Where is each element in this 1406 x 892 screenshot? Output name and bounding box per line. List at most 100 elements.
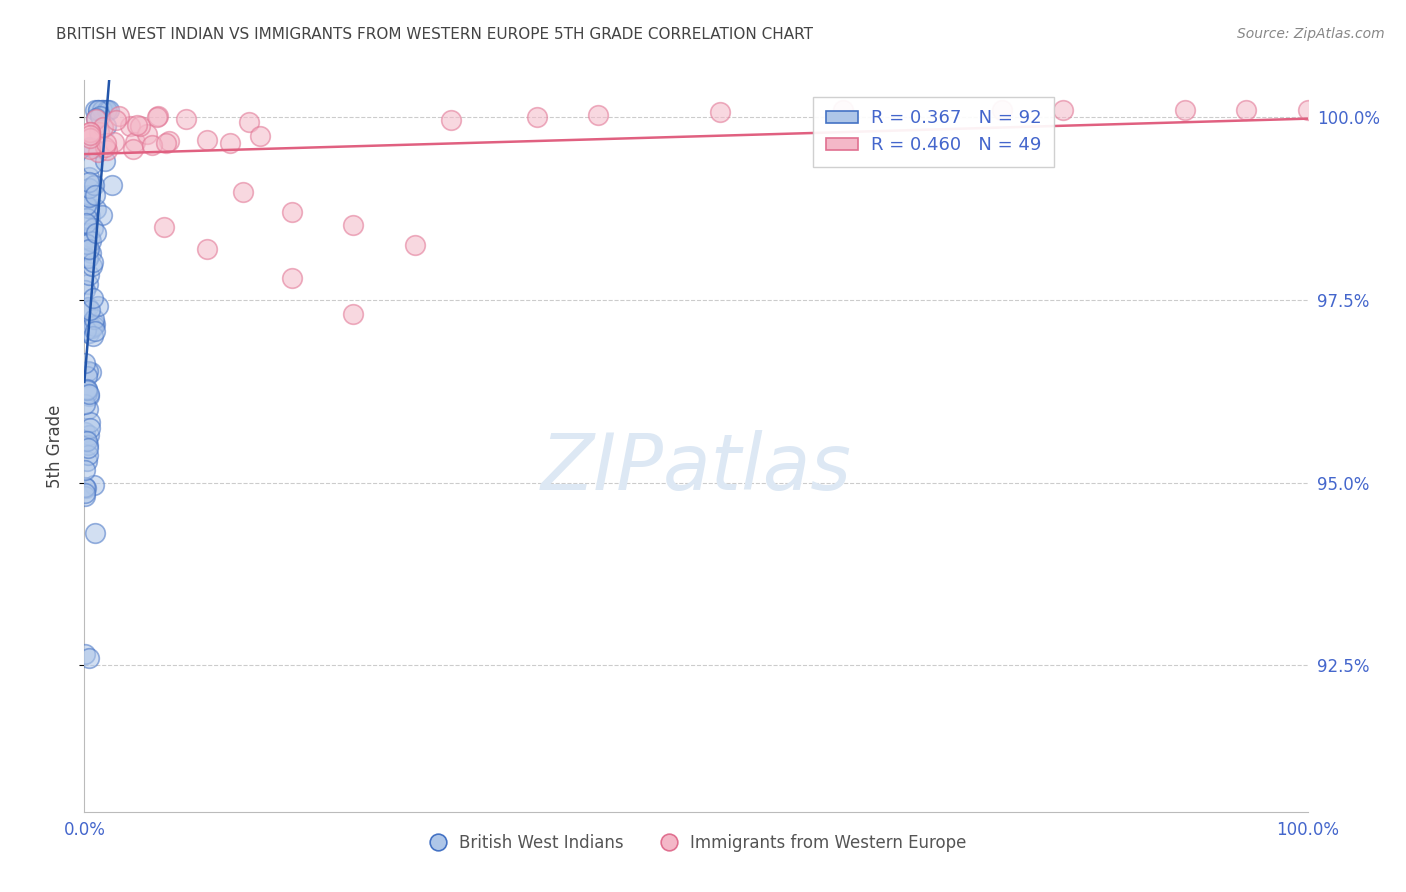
Point <box>77 650 100 665</box>
Point <box>80 246 103 260</box>
Point <box>80 234 103 248</box>
Point <box>94 119 117 133</box>
Point <box>93 103 115 117</box>
Point <box>232 185 254 199</box>
Point <box>75 425 97 439</box>
Point <box>79 415 101 429</box>
Point <box>82 291 104 305</box>
Point <box>79 142 101 156</box>
Point <box>831 103 853 117</box>
Point <box>75 232 97 246</box>
Point <box>153 219 176 234</box>
Point <box>79 230 101 244</box>
Point <box>76 382 98 396</box>
Point <box>79 128 101 142</box>
Point <box>281 205 304 219</box>
Point <box>76 237 98 252</box>
Point <box>75 216 97 230</box>
Point <box>1296 103 1319 117</box>
Point <box>75 434 97 448</box>
Point <box>440 112 463 127</box>
Point <box>73 489 96 503</box>
Point <box>75 356 97 370</box>
Text: BRITISH WEST INDIAN VS IMMIGRANTS FROM WESTERN EUROPE 5TH GRADE CORRELATION CHAR: BRITISH WEST INDIAN VS IMMIGRANTS FROM W… <box>56 27 813 42</box>
Text: ZIPatlas: ZIPatlas <box>540 430 852 506</box>
Point <box>79 210 101 224</box>
Point <box>101 178 124 193</box>
Point <box>76 454 98 468</box>
Point <box>77 442 100 456</box>
Point <box>84 227 107 241</box>
Point <box>124 136 146 150</box>
Point <box>83 319 105 334</box>
Point <box>342 218 364 232</box>
Point <box>146 109 169 123</box>
Point <box>79 421 101 435</box>
Y-axis label: 5th Grade: 5th Grade <box>45 404 63 488</box>
Point <box>77 188 100 202</box>
Point <box>129 119 152 133</box>
Point <box>73 397 96 411</box>
Point <box>219 136 242 150</box>
Point <box>77 252 100 266</box>
Point <box>1174 103 1197 117</box>
Point <box>77 170 100 185</box>
Point <box>84 187 107 202</box>
Point <box>709 104 731 119</box>
Point <box>86 112 108 126</box>
Point <box>122 142 145 156</box>
Point <box>141 138 163 153</box>
Point <box>77 181 100 195</box>
Point <box>76 201 98 215</box>
Point <box>195 242 218 256</box>
Point <box>77 277 100 291</box>
Point <box>75 481 97 495</box>
Point <box>96 103 118 117</box>
Point <box>82 260 104 274</box>
Point <box>77 175 100 189</box>
Point <box>79 125 101 139</box>
Point <box>79 130 101 145</box>
Point <box>76 385 98 400</box>
Point <box>76 383 98 397</box>
Point <box>77 387 100 401</box>
Point <box>83 318 105 332</box>
Point <box>103 135 125 149</box>
Point <box>91 120 114 135</box>
Point <box>86 145 108 160</box>
Point <box>96 143 118 157</box>
Point <box>84 103 107 117</box>
Point <box>77 428 100 442</box>
Point <box>77 318 100 332</box>
Point <box>82 141 104 155</box>
Point <box>84 202 107 217</box>
Point <box>90 103 112 117</box>
Point <box>73 647 96 661</box>
Point <box>75 198 97 212</box>
Point <box>75 486 97 500</box>
Point <box>84 526 107 541</box>
Legend: British West Indians, Immigrants from Western Europe: British West Indians, Immigrants from We… <box>419 827 973 858</box>
Point <box>76 434 98 448</box>
Point <box>79 365 101 379</box>
Point <box>83 311 105 326</box>
Point <box>76 300 98 314</box>
Point <box>75 480 97 494</box>
Point <box>77 448 100 462</box>
Point <box>105 112 128 127</box>
Point <box>174 112 197 126</box>
Point <box>82 221 104 235</box>
Point <box>97 103 120 117</box>
Point <box>87 103 110 117</box>
Point <box>94 154 117 169</box>
Point <box>75 323 97 337</box>
Point <box>526 110 548 124</box>
Point <box>82 320 104 334</box>
Point <box>586 108 609 122</box>
Point <box>238 114 260 128</box>
Point <box>87 299 110 313</box>
Point <box>342 307 364 321</box>
Point <box>82 329 104 343</box>
Point <box>89 109 111 123</box>
Point <box>77 190 100 204</box>
